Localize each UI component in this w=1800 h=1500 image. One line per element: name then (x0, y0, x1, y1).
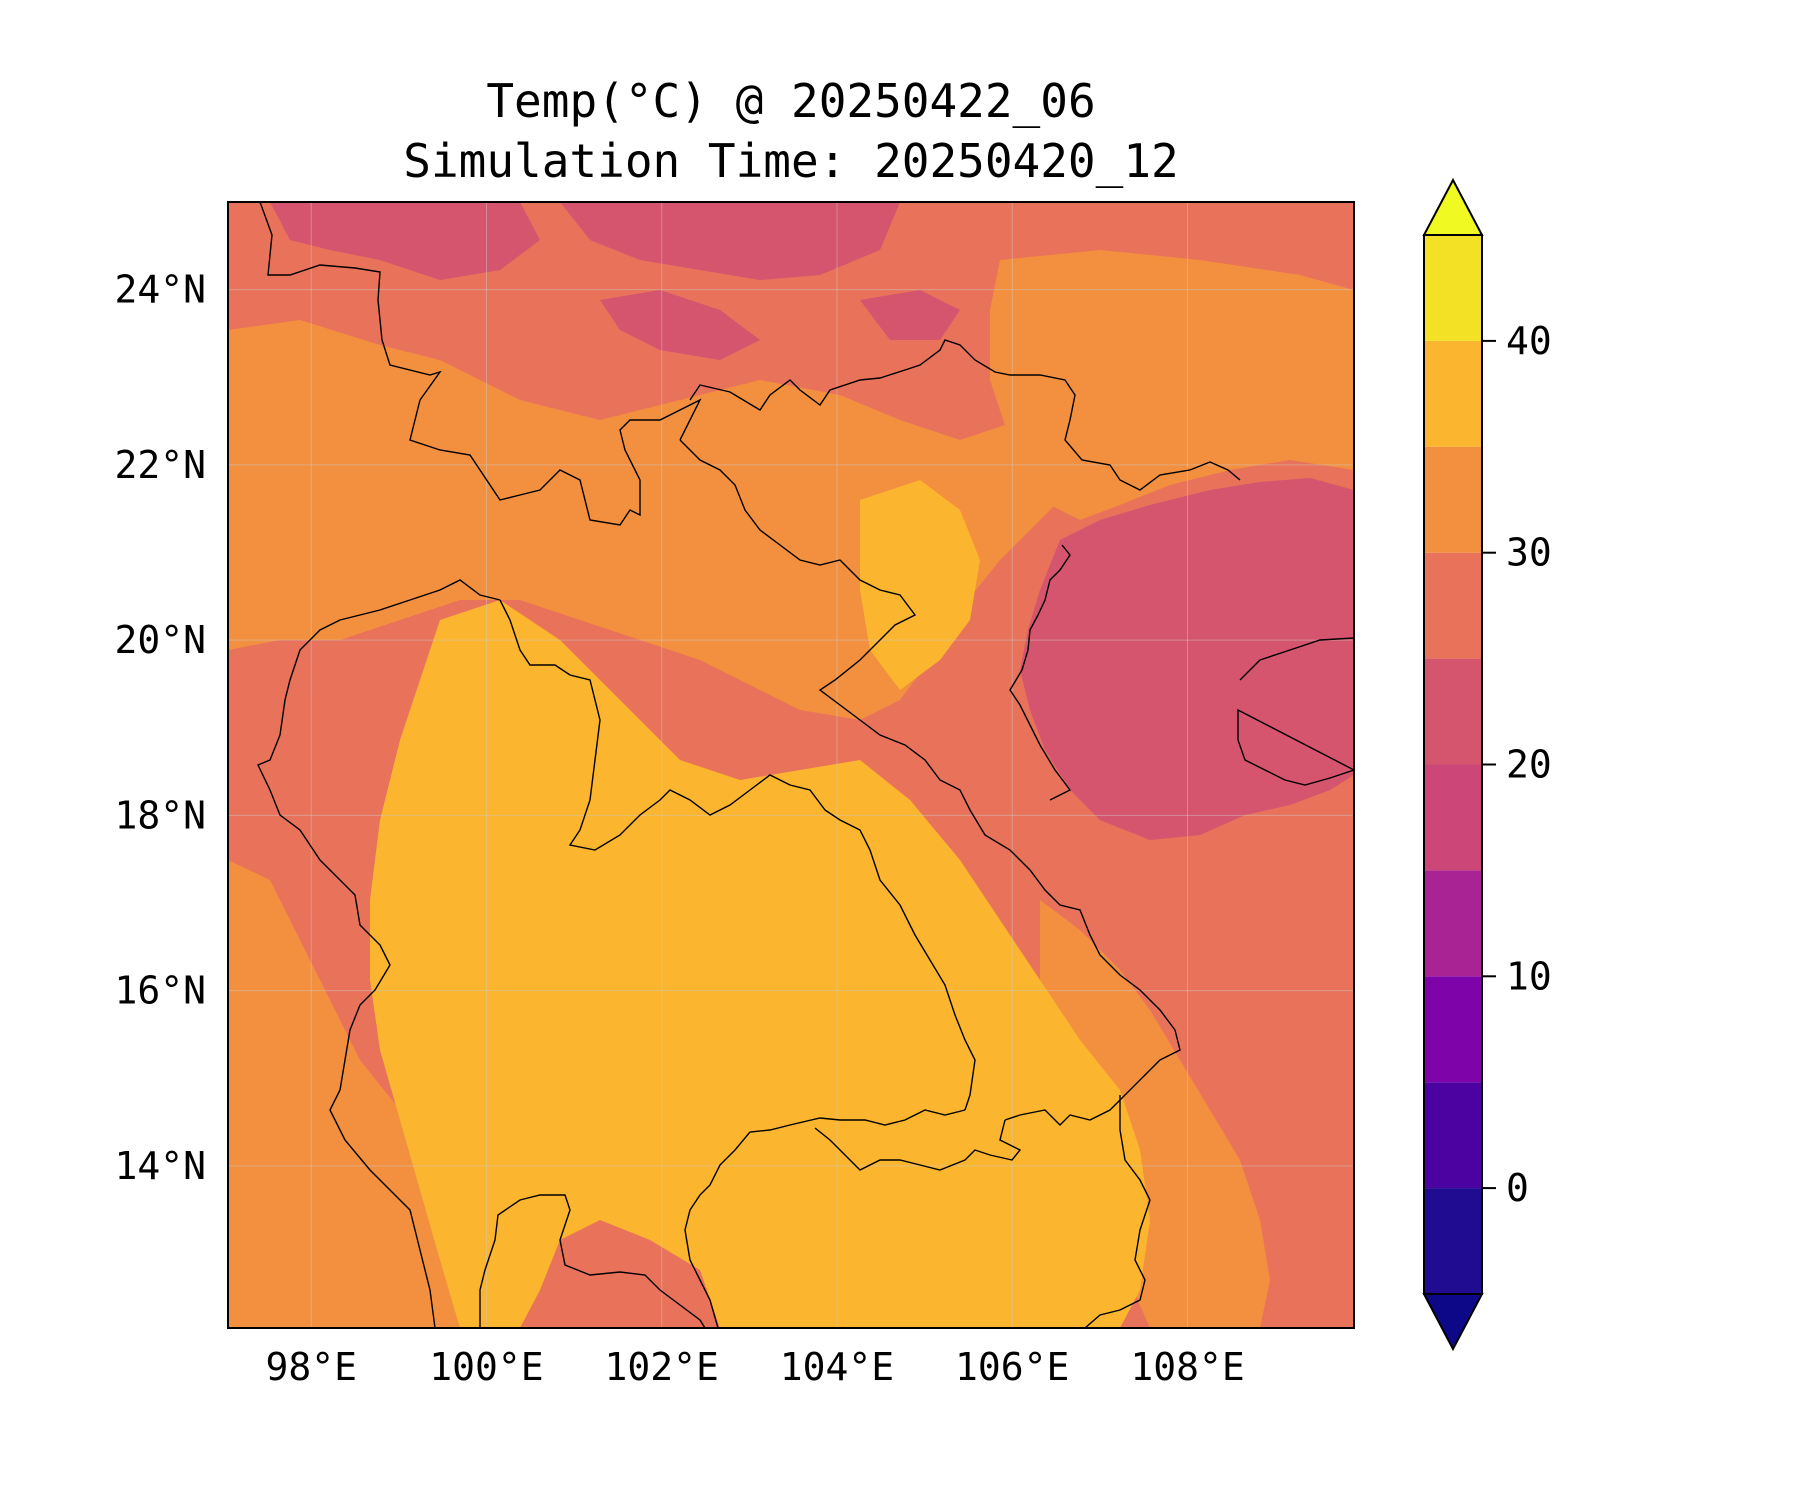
colorbar-bin (1424, 340, 1482, 447)
terrain-mid-south (228, 860, 480, 1328)
terrain-lowland-north (860, 480, 980, 690)
lon-tick-label: 108°E (1130, 1345, 1244, 1389)
border-myanmar-china (259, 202, 702, 526)
lon-tick-label: 102°E (605, 1345, 719, 1389)
border-laos-vietnam (679, 439, 1181, 1126)
terrain-mid-east (990, 250, 1354, 520)
border-china-vietnam (689, 339, 1241, 491)
colorbar-tick-label: 10 (1506, 954, 1552, 998)
colorbar-bin (1424, 1082, 1482, 1189)
colorbar-bin (1424, 870, 1482, 977)
colorbar-bin (1424, 446, 1482, 553)
country-borders (257, 202, 1354, 1328)
colorbar-bin (1424, 235, 1482, 341)
map-subtitle: Simulation Time: 20250420_12 (403, 134, 1179, 188)
colorbar-tick-label: 30 (1506, 531, 1552, 575)
colorbar: 0 10 20 30 40 (1422, 177, 1552, 1352)
lat-tick-label: 20°N (114, 618, 206, 662)
colorbar-bin (1424, 976, 1482, 1083)
terrain-lowland (370, 600, 1150, 1328)
map-title: Temp(°C) @ 20250422_06 (486, 74, 1096, 128)
colorbar-under-arrow (1422, 1293, 1484, 1352)
border-thailand-cambodia (684, 1109, 966, 1328)
lon-tick-label: 104°E (780, 1345, 894, 1389)
map-graticule (228, 202, 1354, 1328)
terrain-mountain-3 (600, 290, 760, 360)
border-myanmar-thailand (257, 579, 501, 1328)
lat-tick-label: 16°N (114, 969, 206, 1013)
colorbar-bin (1424, 1188, 1482, 1294)
border-laos-thailand (499, 599, 976, 1111)
colorbar-over-arrow (1422, 177, 1484, 236)
border-malay-peninsula (479, 1194, 706, 1328)
lon-tick-label: 100°E (429, 1345, 543, 1389)
terrain-mountain-4 (860, 290, 960, 340)
colorbar-bin (1424, 658, 1482, 765)
lat-tick-label: 18°N (114, 793, 206, 837)
border-coast-vietnam-gulf (1009, 544, 1072, 801)
longitude-ticks: 98°E 100°E 102°E 104°E 106°E 108°E (265, 1345, 1244, 1389)
colorbar-tick-label: 0 (1506, 1166, 1529, 1210)
border-cambodia-vietnam-south (1084, 1095, 1151, 1328)
colorbar-bin (1424, 764, 1482, 871)
colorbar-bin (1424, 552, 1482, 659)
lat-tick-label: 14°N (114, 1144, 206, 1188)
lat-tick-label: 24°N (114, 268, 206, 312)
lon-tick-label: 98°E (265, 1345, 357, 1389)
lat-tick-label: 22°N (114, 443, 206, 487)
colorbar-tick-label: 20 (1506, 743, 1552, 787)
terrain-mountain-1 (270, 202, 540, 280)
temperature-map (228, 202, 1354, 1328)
lon-tick-label: 106°E (955, 1345, 1069, 1389)
terrain-mountain-2 (560, 202, 900, 280)
gulf-of-tonkin (1020, 478, 1354, 840)
map-frame (227, 201, 1355, 1329)
colorbar-tick-label: 40 (1506, 319, 1552, 363)
border-cambodia-vietnam (814, 1119, 1022, 1171)
terrain-mid-coast (1040, 900, 1270, 1328)
latitude-ticks: 24°N 22°N 20°N 18°N 16°N 14°N (114, 268, 206, 1188)
border-hainan (1237, 637, 1354, 786)
